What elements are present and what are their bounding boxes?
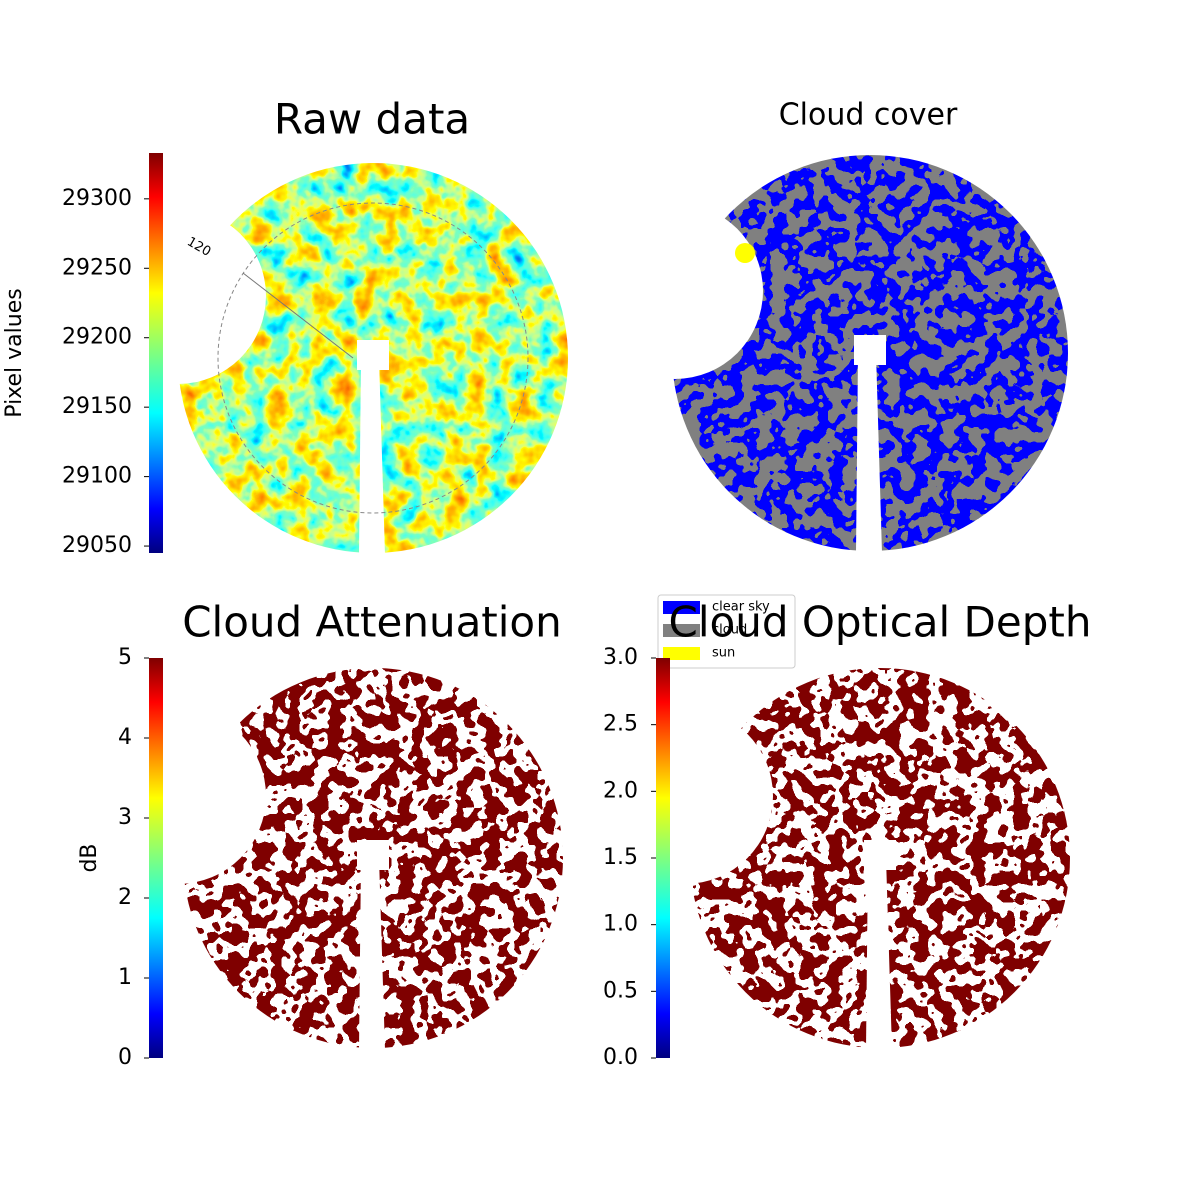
- chart-title: Cloud Attenuation: [182, 598, 562, 647]
- colorbar-tick-label: 3: [118, 805, 132, 830]
- colorbar-label: Pixel values: [2, 288, 27, 417]
- colorbar-tick-label: 29050: [62, 533, 132, 558]
- colorbar-tick-label: 4: [118, 725, 132, 750]
- legend-label: clear sky: [712, 600, 770, 615]
- legend-label: cloud: [712, 623, 747, 638]
- colorbar-tick-label: 3.0: [603, 645, 638, 670]
- colorbar-tick-label: 29200: [62, 325, 132, 350]
- arm-mask: [359, 358, 385, 555]
- colorbar-tick-label: 29100: [62, 464, 132, 489]
- arm-mask: [359, 858, 385, 1050]
- sun-marker: [735, 243, 755, 263]
- chart-title: Cloud Optical Depth: [669, 598, 1092, 647]
- colorbar-tick-label: 0.5: [603, 978, 638, 1003]
- legend-swatch: [663, 624, 700, 637]
- arm-mask: [866, 858, 892, 1050]
- colorbar-tick-label: 2.0: [603, 778, 638, 803]
- colorbar-tick-label: 1.0: [603, 912, 638, 937]
- legend-swatch: [663, 601, 700, 614]
- colorbar-tick-label: 0.0: [603, 1045, 638, 1070]
- colorbar-tick-label: 1.5: [603, 845, 638, 870]
- colorbar-tick-label: 2: [118, 885, 132, 910]
- chart-title: Raw data: [274, 95, 470, 144]
- colorbar-tick-label: 0: [118, 1045, 132, 1070]
- colorbar-tick-label: 29250: [62, 255, 132, 280]
- colorbar: [149, 658, 163, 1058]
- colorbar: [656, 658, 670, 1058]
- colorbar: [149, 153, 163, 553]
- chart-title: Cloud cover: [779, 98, 958, 133]
- legend-swatch: [663, 647, 700, 660]
- arm-mask: [856, 353, 882, 553]
- polar-grid: [217, 202, 529, 514]
- colorbar-tick-label: 29150: [62, 394, 132, 419]
- legend-label: sun: [712, 646, 735, 661]
- colorbar-tick-label: 5: [118, 645, 132, 670]
- colorbar-tick-label: 2.5: [603, 712, 638, 737]
- colorbar-tick-label: 29300: [62, 186, 132, 211]
- colorbar-label: dB: [77, 843, 102, 872]
- colorbar-tick-label: 1: [118, 965, 132, 990]
- polar-axis: [242, 272, 354, 359]
